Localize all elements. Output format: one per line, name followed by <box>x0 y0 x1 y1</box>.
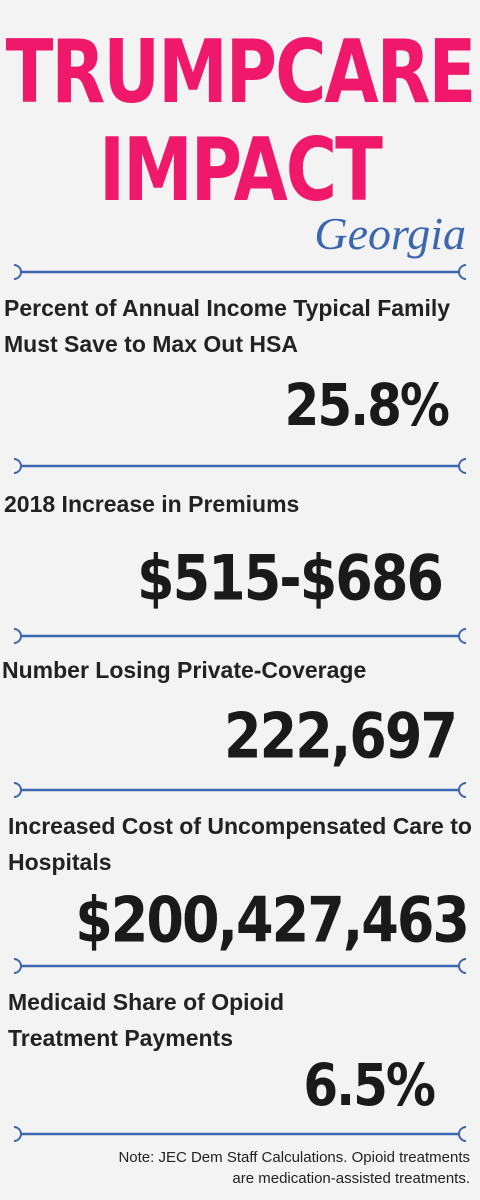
stat-label-premiums: 2018 Increase in Premiums <box>4 491 300 517</box>
state-subtitle: Georgia <box>314 208 466 259</box>
stat-label-coverage: Number Losing Private-Coverage <box>2 657 367 683</box>
divider <box>13 458 467 474</box>
divider <box>13 782 467 798</box>
divider <box>13 1126 467 1142</box>
divider <box>13 264 467 280</box>
source-note: Note: JEC Dem Staff Calculations. Opioid… <box>118 1149 470 1187</box>
stat-value-opioid: 6.5% <box>303 1052 436 1119</box>
stat-value-premiums: $515-$686 <box>137 542 444 615</box>
title-line-1: TRUMPCARE <box>5 20 477 124</box>
stat-label-opioid: Medicaid Share of Opioid Treatment Payme… <box>8 989 285 1051</box>
title-line-2: IMPACT <box>99 118 383 222</box>
stat-label-hospitals-line: Increased Cost of Uncompensated Care to … <box>8 808 472 880</box>
stat-value-hospitals: $200,427,463 <box>75 884 470 957</box>
stat-label-hospitals: Increased Cost of Uncompensated Care to … <box>8 813 472 875</box>
divider <box>13 958 467 974</box>
stat-value-coverage: 222,697 <box>224 700 458 773</box>
stat-value-hsa: 25.8% <box>284 372 450 439</box>
stat-label-hsa: Percent of Annual Income Typical Family … <box>4 295 451 357</box>
divider <box>13 628 467 644</box>
